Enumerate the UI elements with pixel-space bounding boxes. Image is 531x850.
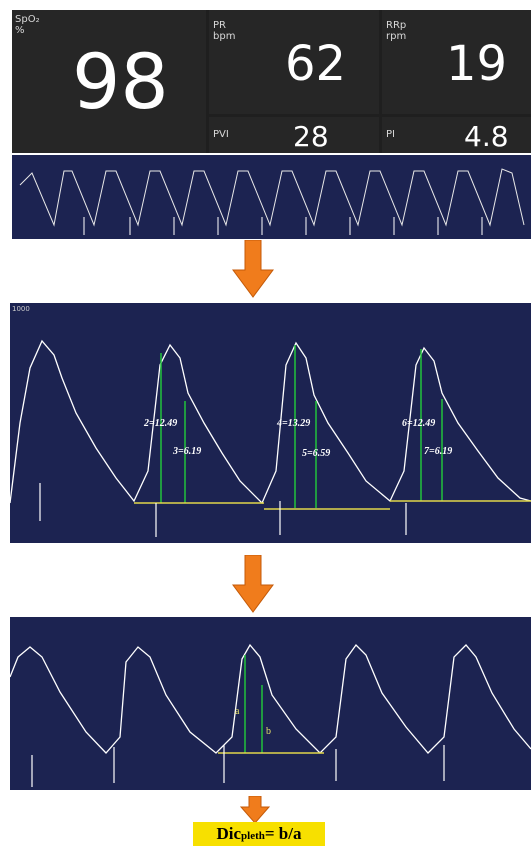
spo2-unit: % (15, 25, 25, 36)
dicrotic-formula: Dicpleth= b/a (193, 822, 325, 846)
pr-label: PR (213, 20, 226, 31)
down-arrow-icon (232, 555, 274, 613)
measurement-7: 7=6.19 (424, 446, 452, 457)
pr-value: 62 (285, 36, 347, 92)
formula-subscript: pleth (241, 830, 265, 842)
pi-cell: PI 4.8 (382, 117, 531, 153)
corner-label: 1000 (12, 305, 30, 313)
measurement-4: 4=13.29 (276, 418, 310, 429)
pvi-value: 28 (293, 120, 329, 153)
spo2-label: SpO₂ (15, 14, 40, 25)
pr-unit: bpm (213, 31, 236, 42)
monitor-panel: SpO₂ % 98 PR bpm 62 RRp rpm 19 PVI 28 PI… (12, 10, 531, 153)
pleth-waveform (19, 168, 525, 235)
measurement-2: 2=12.49 (143, 418, 177, 429)
label-a: a (235, 706, 240, 717)
measurement-5: 5=6.59 (302, 448, 330, 459)
measurement-6: 6=12.49 (402, 418, 435, 429)
pi-label: PI (386, 129, 395, 140)
pvi-cell: PVI 28 (209, 117, 379, 153)
pr-cell: PR bpm 62 (209, 10, 379, 114)
rrp-unit: rpm (386, 31, 407, 42)
spo2-value: 98 (72, 37, 169, 126)
label-b: b (266, 726, 271, 737)
rrp-label: RRp (386, 20, 407, 31)
formula-rest: = b/a (264, 824, 302, 843)
pvi-label: PVI (213, 129, 229, 140)
rrp-value: 19 (446, 36, 508, 92)
rrp-cell: RRp rpm 19 (382, 10, 531, 114)
spo2-cell: SpO₂ % 98 (12, 10, 206, 153)
measurement-3: 3=6.19 (172, 446, 201, 457)
analysis-waveform-strip: 1000 2=12.49 3=6.19 4=13.29 5=6.59 6=12.… (10, 303, 531, 543)
analysis-waveform: 1000 2=12.49 3=6.19 4=13.29 5=6.59 6=12.… (10, 305, 531, 537)
formula-main: Dic (216, 824, 242, 843)
dicrotic-waveform-strip: a b (10, 617, 531, 790)
pleth-waveform-strip (12, 155, 531, 239)
dicrotic-waveform: a b (10, 643, 531, 787)
down-arrow-icon (240, 796, 270, 824)
pi-value: 4.8 (464, 120, 509, 153)
down-arrow-icon (232, 240, 274, 298)
